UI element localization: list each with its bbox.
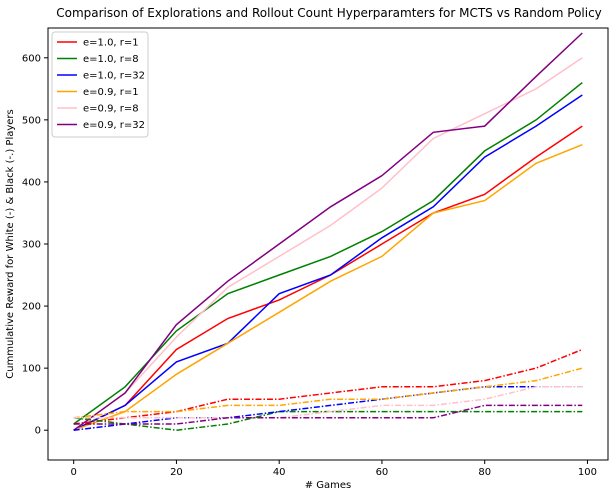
- legend-entry: e=0.9, r=8: [83, 104, 139, 115]
- series-line-white-5: [73, 32, 583, 431]
- chart-title: Comparison of Explorations and Rollout C…: [56, 6, 602, 20]
- plot-series: [73, 32, 583, 431]
- series-line-black-6: [73, 348, 583, 425]
- series-line-white-1: [73, 82, 583, 425]
- series-line-white-4: [73, 57, 583, 431]
- y-tick-label: 400: [22, 177, 41, 188]
- legend-entry: e=0.9, r=1: [83, 87, 139, 98]
- y-axis-ticks: 0 100 200 300 400 500 600: [22, 53, 48, 437]
- y-tick-label: 200: [22, 302, 41, 313]
- series-line-black-9: [73, 367, 583, 419]
- series-line-black-11: [73, 404, 583, 425]
- legend-entry: e=1.0, r=8: [83, 54, 139, 65]
- y-tick-label: 500: [22, 115, 41, 126]
- legend-entry: e=0.9, r=32: [83, 120, 145, 131]
- x-tick-label: 60: [376, 467, 389, 478]
- legend-entry: e=1.0, r=1: [83, 38, 139, 49]
- x-tick-label: 20: [170, 467, 183, 478]
- y-tick-label: 0: [35, 426, 41, 437]
- x-axis-label: # Games: [305, 480, 352, 491]
- x-tick-label: 100: [578, 467, 597, 478]
- series-line-white-3: [73, 144, 583, 431]
- series-line-black-7: [73, 410, 583, 431]
- y-tick-label: 300: [22, 240, 41, 251]
- y-tick-label: 600: [22, 53, 41, 64]
- legend-entry: e=1.0, r=32: [83, 71, 145, 82]
- x-tick-label: 40: [273, 467, 286, 478]
- series-line-black-10: [73, 386, 583, 419]
- x-tick-label: 0: [71, 467, 77, 478]
- x-axis-ticks: 0 20 40 60 80 100: [71, 460, 597, 478]
- y-axis-label: Cummulative Reward for White (-) & Black…: [5, 109, 16, 379]
- y-tick-label: 100: [22, 364, 41, 375]
- legend: e=1.0, r=1 e=1.0, r=8 e=1.0, r=32 e=0.9, r=…: [51, 31, 149, 138]
- series-line-white-2: [73, 94, 583, 431]
- x-tick-label: 80: [478, 467, 491, 478]
- series-line-black-8: [73, 386, 583, 431]
